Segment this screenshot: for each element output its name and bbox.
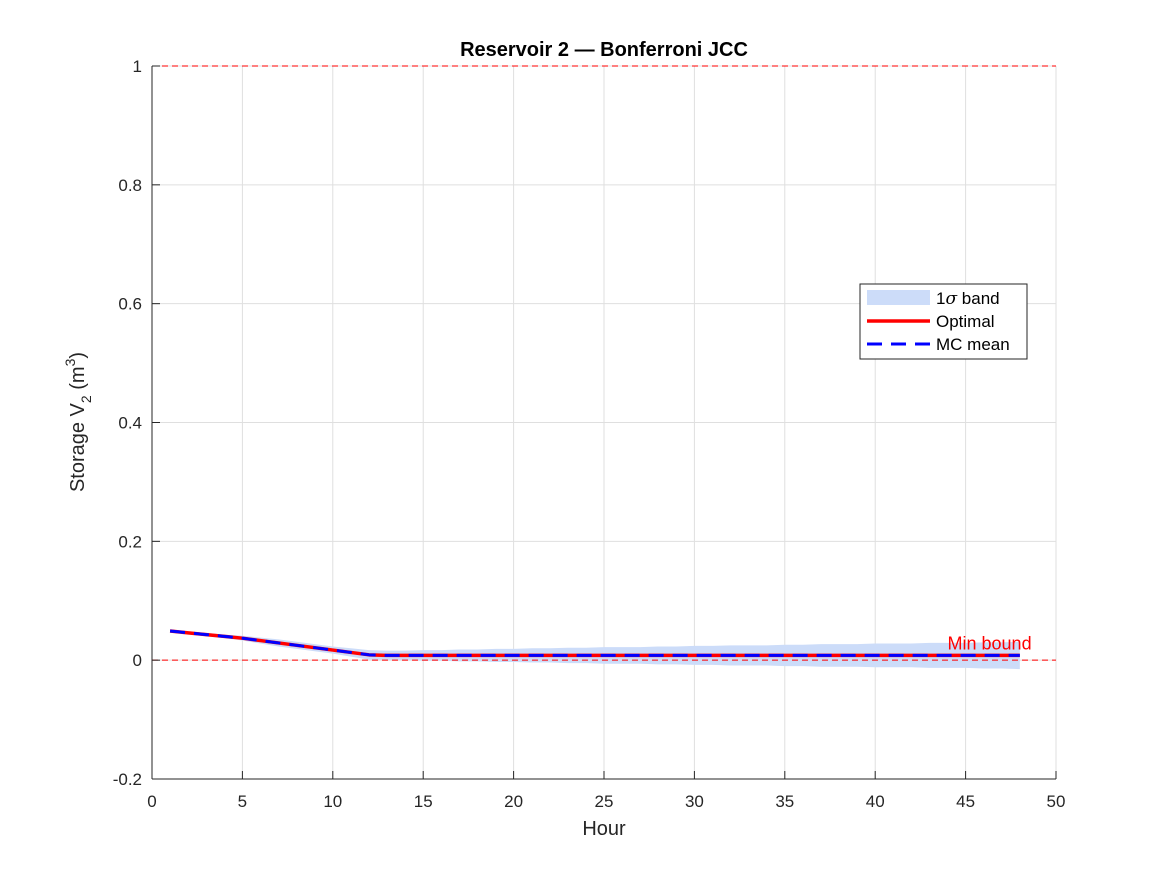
y-axis-label-prefix: Storage V <box>67 402 89 492</box>
y-tick-label: 1 <box>133 57 142 76</box>
x-tick-label: 35 <box>775 792 794 811</box>
sigma-band <box>170 630 1020 670</box>
legend: 1σ band Optimal MC mean <box>859 283 1028 360</box>
y-tick-label: -0.2 <box>113 770 142 789</box>
x-tick-label: 25 <box>595 792 614 811</box>
legend-band-swatch <box>867 290 930 305</box>
y-axis-label: Storage V2 (m3) <box>62 352 94 492</box>
sigma-band-layer <box>170 630 1020 670</box>
x-axis-label: Hour <box>582 818 626 840</box>
chart-title: Reservoir 2 — Bonferroni JCC <box>460 39 748 61</box>
y-tick-label: 0 <box>133 651 142 670</box>
x-tick-label: 5 <box>238 792 247 811</box>
bound-lines-layer <box>152 65 1056 661</box>
x-tick-label: 50 <box>1047 792 1066 811</box>
x-tick-label: 15 <box>414 792 433 811</box>
legend-optimal-label: Optimal <box>936 312 995 331</box>
y-axis-label-superscript: 3 <box>62 358 78 366</box>
legend-band-suffix: band <box>957 289 1000 308</box>
y-axis-label-suffix: ) <box>67 352 89 359</box>
series-layer <box>169 629 1020 658</box>
legend-band-prefix: 1 <box>936 289 945 308</box>
x-tick-label: 10 <box>323 792 342 811</box>
y-axis-label-mid: (m <box>67 366 89 395</box>
x-tick-label: 45 <box>956 792 975 811</box>
legend-mc-mean-label: MC mean <box>936 335 1010 354</box>
series-line-mc-mean <box>169 629 1020 657</box>
x-tick-label: 40 <box>866 792 885 811</box>
x-tick-label: 20 <box>504 792 523 811</box>
x-tick-label: 0 <box>147 792 156 811</box>
x-tick-label: 30 <box>685 792 704 811</box>
y-tick-label: 0.6 <box>118 295 142 314</box>
y-tick-label: 0.8 <box>118 176 142 195</box>
legend-band-sigma: σ <box>945 289 957 309</box>
y-tick-label: 0.4 <box>118 414 142 433</box>
y-tick-label: 0.2 <box>118 532 142 551</box>
y-axis-label-subscript: 2 <box>78 395 94 403</box>
ticks-layer: 0 5 10 15 20 25 30 35 40 45 50 -0.2 0 0.2 0.4 0.6 0.8 1 <box>113 57 1066 811</box>
min-bound-annotation: Min bound <box>948 633 1032 653</box>
legend-band-label: 1σ band <box>936 289 1000 309</box>
